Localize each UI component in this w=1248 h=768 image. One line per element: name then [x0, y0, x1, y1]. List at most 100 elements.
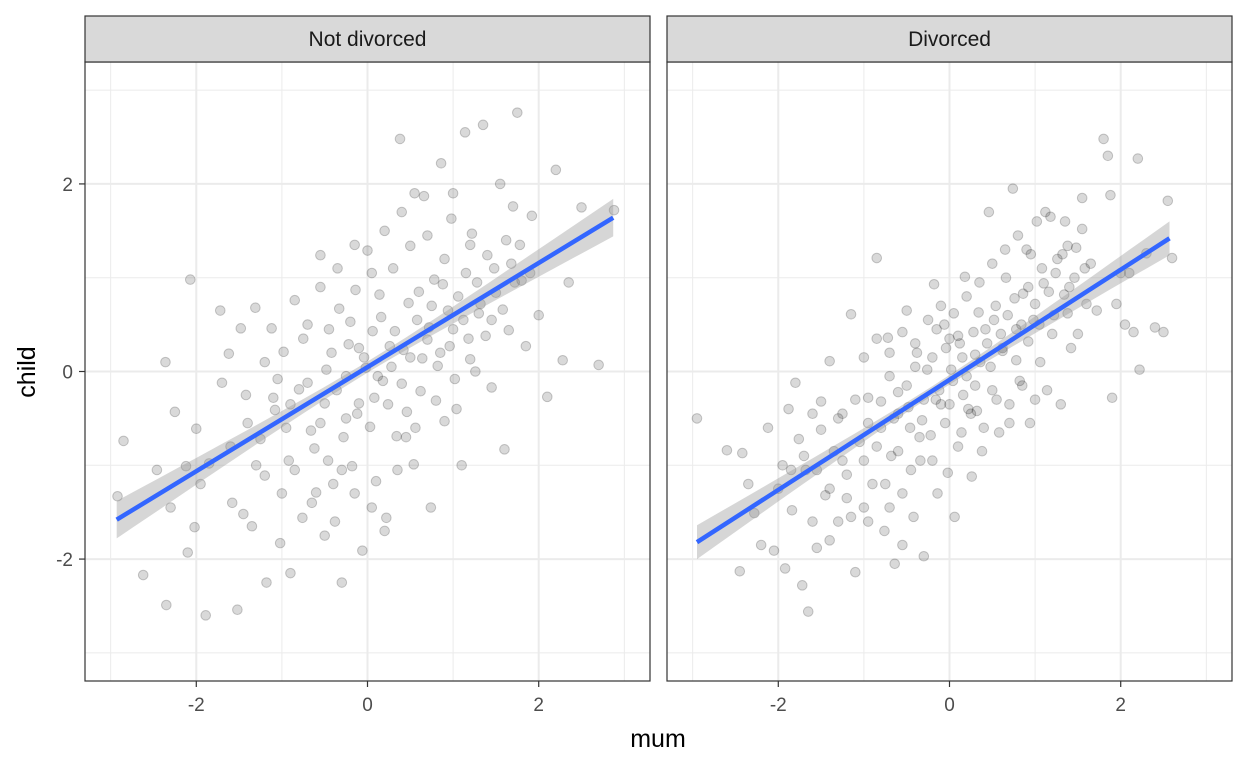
- data-point: [332, 263, 343, 274]
- data-point: [762, 422, 774, 434]
- data-point: [1036, 263, 1048, 274]
- regression-line: [695, 236, 1171, 545]
- data-point: [482, 249, 493, 261]
- data-point: [786, 505, 798, 516]
- data-point: [968, 326, 979, 338]
- data-point: [1162, 195, 1174, 207]
- data-point: [366, 502, 378, 513]
- data-point: [503, 324, 515, 336]
- data-point: [250, 302, 261, 314]
- data-point: [871, 252, 883, 264]
- data-point: [541, 391, 553, 403]
- data-point: [871, 441, 883, 452]
- data-point: [1105, 189, 1116, 201]
- data-point: [576, 202, 587, 213]
- data-point: [1072, 328, 1084, 340]
- data-point: [1002, 309, 1014, 321]
- data-point: [939, 319, 950, 330]
- y-axis-title: child: [13, 346, 41, 397]
- data-point: [447, 188, 459, 199]
- data-point: [969, 380, 981, 391]
- data-point: [315, 281, 326, 293]
- x-tick-label: 2: [533, 695, 544, 716]
- data-point: [1106, 392, 1118, 404]
- x-tick-label: -2: [770, 695, 787, 716]
- data-point: [430, 395, 442, 406]
- data-point: [1076, 192, 1088, 204]
- data-point: [909, 338, 921, 349]
- data-point: [190, 423, 202, 435]
- data-point: [200, 610, 212, 621]
- data-point: [349, 239, 360, 251]
- facet-strip-label: Not divorced: [309, 28, 427, 51]
- data-point: [987, 258, 998, 269]
- x-tick-label: -2: [188, 695, 205, 716]
- data-point: [1029, 298, 1041, 310]
- data-point: [338, 431, 349, 443]
- data-point: [405, 240, 416, 252]
- data-point: [520, 340, 532, 352]
- data-point: [353, 398, 365, 409]
- data-point: [223, 348, 235, 359]
- data-point: [892, 386, 904, 398]
- data-point: [973, 307, 984, 318]
- data-point: [1017, 288, 1029, 299]
- data-point: [969, 349, 981, 360]
- data-point: [444, 340, 455, 352]
- data-point: [995, 328, 1007, 340]
- data-point: [837, 455, 848, 466]
- data-point: [1055, 399, 1067, 410]
- data-point: [918, 550, 930, 562]
- data-point: [235, 323, 247, 334]
- data-point: [350, 284, 361, 296]
- data-point: [381, 512, 392, 524]
- facet-strip-label: Divorced: [908, 28, 991, 51]
- data-point: [963, 403, 974, 415]
- data-point: [343, 339, 354, 350]
- data-point: [391, 430, 402, 442]
- data-point: [966, 471, 978, 482]
- data-point: [935, 399, 947, 410]
- data-point: [1050, 267, 1061, 279]
- data-point: [336, 464, 348, 476]
- data-point: [952, 330, 964, 342]
- data-point: [403, 297, 414, 309]
- data-point: [250, 459, 262, 471]
- data-point: [345, 316, 356, 328]
- data-point: [908, 511, 919, 523]
- data-point: [321, 364, 332, 375]
- data-point: [563, 277, 574, 288]
- data-point: [807, 408, 818, 420]
- data-point: [1062, 308, 1073, 319]
- data-point: [1012, 230, 1024, 241]
- y-tick-label: -2: [56, 550, 73, 571]
- y-tick-label: 0: [62, 363, 73, 384]
- facet-panel: Not divorced -2 0 2 -2 0 2: [56, 15, 651, 716]
- data-point: [915, 455, 926, 466]
- data-point: [315, 417, 326, 429]
- data-point: [985, 361, 996, 373]
- data-point: [837, 408, 848, 420]
- data-point: [435, 157, 447, 169]
- data-point: [394, 133, 406, 145]
- data-point: [871, 333, 883, 344]
- data-point: [911, 347, 923, 359]
- facet-strip: [84, 15, 651, 63]
- data-point: [464, 354, 476, 365]
- data-point: [415, 385, 426, 397]
- data-point: [1016, 319, 1027, 330]
- data-point: [434, 347, 446, 359]
- regression-line: [115, 215, 615, 522]
- data-point: [862, 516, 874, 527]
- data-point: [432, 360, 443, 372]
- x-axis-title: mum: [630, 725, 686, 753]
- data-point: [151, 464, 163, 476]
- data-point: [240, 389, 252, 401]
- data-point: [268, 392, 279, 404]
- data-point: [506, 258, 517, 269]
- data-point: [473, 308, 485, 319]
- data-point: [494, 178, 506, 190]
- data-point: [327, 478, 339, 490]
- data-point: [370, 475, 382, 487]
